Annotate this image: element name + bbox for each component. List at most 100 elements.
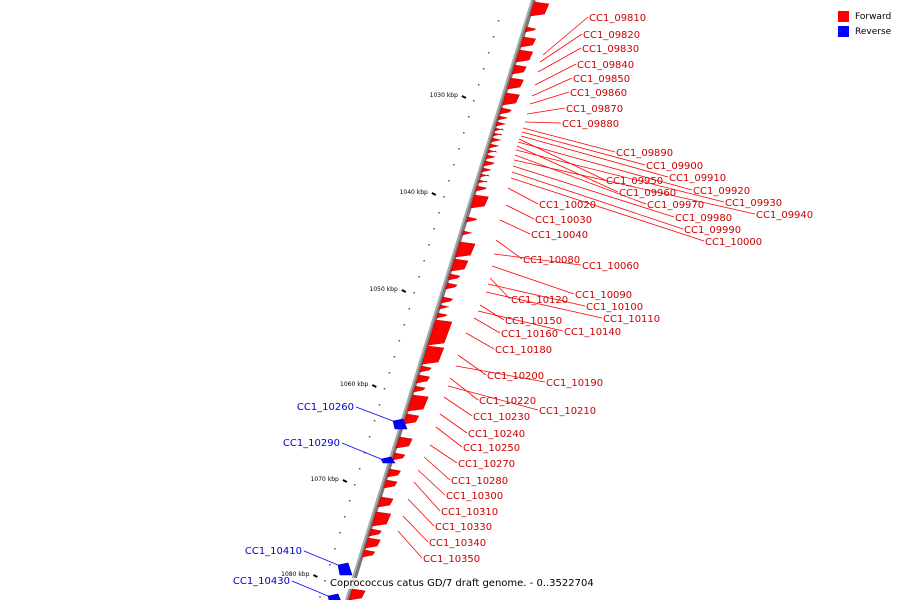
forward-gene-label: CC1_09920 [693,186,750,197]
forward-gene-block [419,365,432,373]
forward-gene-label: CC1_10040 [531,230,588,241]
minor-tick [398,340,401,342]
minor-tick [428,244,430,246]
forward-leader-line [514,154,647,205]
forward-gene-block [483,160,495,167]
forward-leader-line [485,291,603,319]
forward-gene-label: CC1_09810 [589,13,646,24]
forward-gene-block [524,26,537,33]
forward-gene-block [348,588,366,600]
minor-tick [329,564,331,566]
forward-gene-block [438,304,449,310]
forward-gene-label: CC1_09990 [684,225,741,236]
forward-leader-line [539,33,583,63]
forward-gene-block [481,167,492,173]
reverse-gene-label: CC1_10260 [297,402,354,413]
forward-gene-block [515,49,534,63]
forward-leader-line [529,91,570,105]
forward-gene-label: CC1_10240 [468,429,525,440]
axis: 1030 kbp 1040 kbp 1050 kbp 1060 kbp 1070 kbp… [281,0,536,600]
map-caption: Coprococcus catus GD/7 draft genome. - 0… [328,578,596,589]
forward-gene-block [488,143,499,149]
forward-gene-block [377,496,394,508]
forward-leader-line [435,426,463,448]
forward-gene-block [479,173,490,178]
forward-gene-label: CC1_10140 [564,327,621,338]
reverse-gene-label: CC1_10410 [245,546,302,557]
forward-leader-line [534,63,577,86]
legend-forward: Forward [838,9,891,24]
forward-gene-label: CC1_10030 [535,215,592,226]
forward-gene-block [461,230,472,236]
minor-tick [423,260,425,262]
reverse-leader-line [303,550,339,566]
forward-leader-line [542,16,589,56]
forward-gene-block [506,77,524,90]
forward-gene-block [444,282,458,290]
forward-leader-line [447,385,539,411]
forward-gene-label: CC1_09860 [570,88,627,99]
forward-gene-label: CC1_09980 [675,213,732,224]
minor-tick [319,596,321,598]
reverse-leader-line [355,406,394,422]
minor-tick [378,404,381,406]
forward-gene-label: CC1_09950 [606,176,663,187]
forward-gene-block [371,511,392,527]
forward-gene-label: CC1_10100 [586,302,643,313]
forward-gene-block [415,374,431,384]
forward-gene-block [487,149,498,154]
forward-gene-block [361,549,376,558]
minor-tick [349,500,351,502]
forward-leader-line [531,77,573,97]
forward-gene-block [383,479,398,489]
forward-leader-line [515,149,725,203]
forward-gene-block [403,413,420,425]
reverse-leader-line [291,580,329,597]
forward-gene-block [421,345,445,365]
forward-leader-line [511,171,684,230]
forward-leader-line [429,444,458,464]
forward-leader-line [439,413,468,434]
forward-gene-label: CC1_09940 [756,210,813,221]
minor-tick [468,116,470,118]
minor-tick [438,212,440,214]
forward-leader-line [518,138,606,181]
forward-leader-line [487,283,586,307]
forward-leader-line [513,159,756,215]
forward-gene-label: CC1_09870 [566,104,623,115]
forward-leader-line [417,469,446,496]
minor-tick [334,548,336,550]
forward-gene-label: CC1_09960 [619,188,676,199]
forward-leader-line [489,277,511,300]
forward-gene-block [475,185,488,192]
minor-tick [473,100,475,102]
forward-gene-label: CC1_10020 [539,200,596,211]
forward-gene-label: CC1_10220 [479,396,536,407]
major-tick [342,479,348,483]
forward-leader-line [507,187,539,205]
forward-gene-label: CC1_09820 [583,30,640,41]
minor-tick [433,228,435,230]
forward-leader-line [495,239,523,260]
forward-leader-line [473,317,501,334]
genome-backbone [345,0,533,600]
genome-backbone-shadow [346,0,536,600]
forward-gene-block [368,528,382,537]
forward-gene-label: CC1_09830 [582,44,639,55]
major-tick [461,95,467,99]
forward-gene-block [502,92,520,106]
forward-gene-label: CC1_09880 [562,119,619,130]
minor-tick [482,68,485,70]
forward-leader-line [512,165,675,218]
forward-gene-label: CC1_09840 [577,60,634,71]
legend-reverse: Reverse [838,24,891,39]
reverse-swatch [838,26,849,37]
forward-gene-label: CC1_10080 [523,255,580,266]
tick-label: 1080 kbp [281,571,309,578]
forward-gene-label: CC1_10120 [511,295,568,306]
minor-tick [458,148,460,150]
minor-tick [413,292,415,294]
forward-gene-block [485,154,496,160]
forward-gene-block [435,312,448,319]
